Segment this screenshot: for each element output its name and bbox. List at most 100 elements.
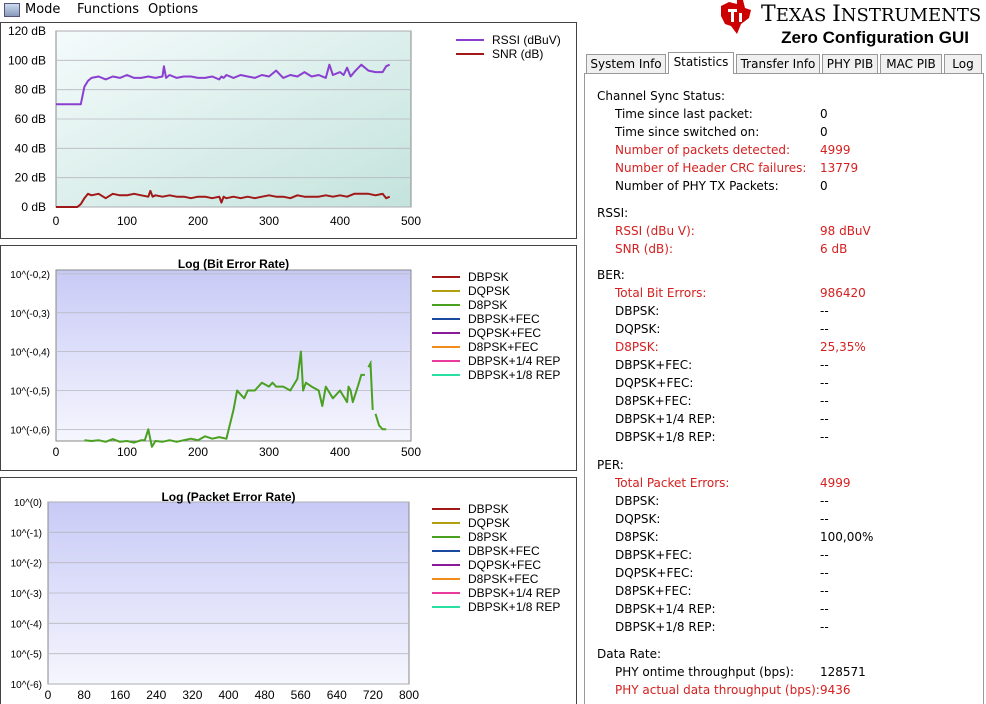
x-tick-label: 400 — [330, 214, 350, 228]
stat-label: Time since last packet: — [615, 107, 753, 121]
x-tick-label: 160 — [110, 688, 130, 702]
stat-value: -- — [820, 430, 829, 444]
stat-label: Number of PHY TX Packets: — [615, 179, 779, 193]
menu-options[interactable]: Options — [148, 2, 199, 17]
stat-label: D8PSK+FEC: — [615, 394, 692, 408]
series-line-snr-db — [56, 189, 391, 208]
legend-swatch — [432, 508, 460, 510]
x-tick-label: 320 — [182, 688, 202, 702]
legend-label: DBPSK — [468, 270, 509, 284]
stat-label: SNR (dB): — [615, 242, 674, 256]
menu-functions[interactable]: Functions — [77, 2, 140, 17]
tab-mac-pib[interactable]: MAC PIB — [880, 54, 942, 73]
stat-label: D8PSK+FEC: — [615, 584, 692, 598]
tab-phy-pib[interactable]: PHY PIB — [822, 54, 878, 73]
legend-label: D8PSK+FEC — [468, 340, 539, 354]
y-tick-label: 10^(0) — [14, 498, 42, 509]
legend-swatch — [432, 592, 460, 594]
stat-value: -- — [820, 412, 829, 426]
legend-label: DBPSK — [468, 502, 509, 516]
legend-swatch — [432, 290, 460, 292]
x-tick-label: 400 — [218, 688, 238, 702]
legend-label: DBPSK+FEC — [468, 544, 540, 558]
x-tick-label: 560 — [291, 688, 311, 702]
app-title: Zero Configuration GUI — [781, 28, 969, 47]
stat-label: D8PSK: — [615, 340, 659, 354]
y-tick-label: 120 dB — [8, 24, 46, 38]
legend-swatch — [432, 536, 460, 538]
x-tick-label: 200 — [188, 214, 208, 228]
series-line-d8psk — [84, 350, 359, 448]
stat-label: DQPSK: — [615, 512, 661, 526]
stat-value: -- — [820, 358, 829, 372]
x-tick-label: 500 — [401, 445, 421, 459]
y-tick-label: 10^(-1) — [11, 528, 42, 539]
legend-swatch — [432, 318, 460, 320]
tab-transfer-info[interactable]: Transfer Info — [736, 54, 820, 73]
stat-value: 128571 — [820, 665, 866, 679]
stat-value: -- — [820, 512, 829, 526]
section-data-rate: Data Rate: — [597, 647, 662, 661]
legend-swatch — [432, 332, 460, 334]
stat-label: DQPSK+FEC: — [615, 376, 694, 390]
x-tick-label: 300 — [259, 445, 279, 459]
stat-label: DBPSK+1/8 REP: — [615, 620, 716, 634]
stat-value: 0 — [820, 125, 828, 139]
x-tick-label: 240 — [146, 688, 166, 702]
stat-value: -- — [820, 394, 829, 408]
stat-label: DQPSK+FEC: — [615, 566, 694, 580]
legend-swatch — [432, 276, 460, 278]
legend-label: DBPSK+1/8 REP — [468, 368, 561, 382]
section-rssi: RSSI: — [597, 206, 629, 220]
x-tick-label: 200 — [188, 445, 208, 459]
stat-label: DBPSK+FEC: — [615, 358, 693, 372]
rssi-snr-chart: 0 dB 20 dB 40 dB 60 dB 80 dB 100 dB 120 dB 0 100… — [8, 24, 421, 228]
stat-value: 986420 — [820, 286, 866, 300]
stat-value: 4999 — [820, 476, 851, 490]
stat-value: -- — [820, 376, 829, 390]
per-chart-panel: 10^(0) 10^(-1) 10^(-2) 10^(-3) 10^(-4) 10^(-5… — [0, 477, 577, 704]
x-tick-label: 300 — [259, 214, 279, 228]
x-tick-label: 100 — [117, 214, 137, 228]
stat-value: 100,00% — [820, 530, 874, 544]
tab-statistics[interactable]: Statistics — [668, 52, 734, 74]
stat-value: 13779 — [820, 161, 859, 175]
series-line-d8psk-segment — [374, 413, 387, 431]
series-line-d8psk-segment — [356, 373, 365, 387]
legend-label: D8PSK — [468, 298, 508, 312]
legend-label: RSSI (dBuV) — [492, 33, 561, 47]
y-tick-label: 10^(-0,5) — [10, 386, 50, 397]
x-tick-label: 480 — [255, 688, 275, 702]
per-chart: 10^(0) 10^(-1) 10^(-2) 10^(-3) 10^(-4) 10^(-5… — [11, 490, 420, 702]
x-tick-label: 100 — [117, 445, 137, 459]
stat-value: 6 dB — [820, 242, 848, 256]
x-tick-label: 0 — [53, 214, 60, 228]
legend-label: DBPSK+1/4 REP — [468, 354, 561, 368]
stat-value: -- — [820, 548, 829, 562]
legend-label: DQPSK+FEC — [468, 326, 542, 340]
legend-label: DQPSK — [468, 284, 511, 298]
y-tick-label: 40 dB — [15, 141, 46, 155]
legend-swatch — [432, 304, 460, 306]
legend-label: SNR (dB) — [492, 47, 544, 61]
menu-mode[interactable]: Mode — [25, 2, 61, 17]
stat-label: DBPSK+FEC: — [615, 548, 693, 562]
y-tick-label: 60 dB — [15, 112, 46, 126]
x-tick-label: 500 — [401, 214, 421, 228]
y-tick-label: 10^(-6) — [11, 680, 42, 691]
y-tick-label: 0 dB — [21, 200, 46, 214]
stat-label: DBPSK: — [615, 494, 660, 508]
x-tick-label: 0 — [45, 688, 52, 702]
stat-label: Number of packets detected: — [615, 143, 791, 157]
stat-label: DBPSK+1/4 REP: — [615, 412, 716, 426]
legend-label: DBPSK+1/8 REP — [468, 600, 561, 614]
tab-system-info[interactable]: System Info — [586, 54, 666, 73]
tab-log[interactable]: Log — [944, 54, 982, 73]
y-tick-label: 10^(-2) — [11, 559, 42, 570]
y-tick-label: 10^(-5) — [11, 650, 42, 661]
legend-swatch — [456, 53, 484, 55]
y-tick-label: 10^(-4) — [11, 619, 42, 630]
stat-label: RSSI (dBu V): — [615, 224, 695, 238]
legend-swatch — [432, 374, 460, 376]
stat-value: -- — [820, 304, 829, 318]
